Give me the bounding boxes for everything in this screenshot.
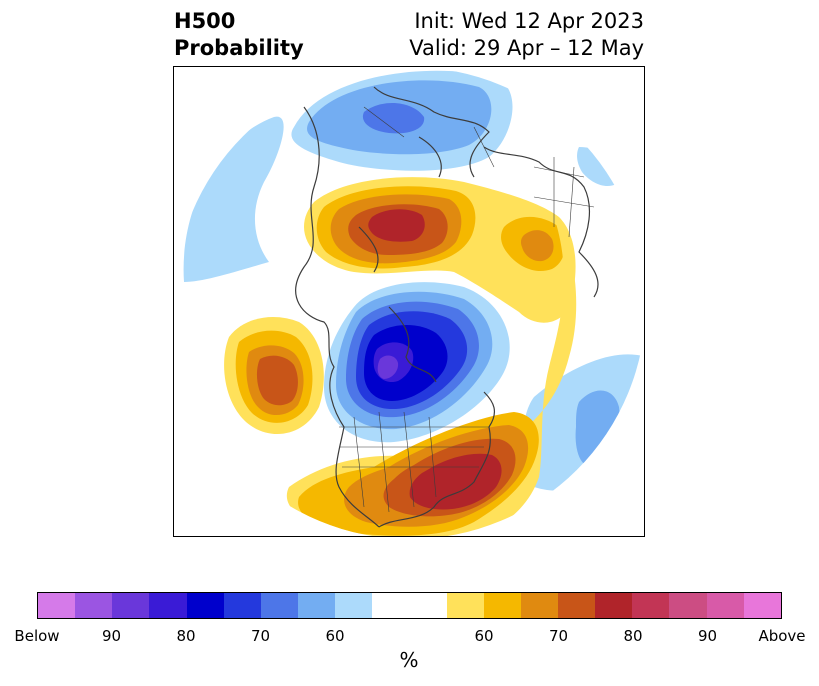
colorbar-label: 80: [623, 627, 643, 645]
chart-title-right: Init: Wed 12 Apr 2023 Valid: 29 Apr – 12…: [409, 8, 644, 62]
colorbar-unit: %: [399, 648, 419, 672]
colorbar-segment: [483, 593, 521, 618]
colorbar-segment: [409, 593, 447, 618]
init-date: Init: Wed 12 Apr 2023: [414, 9, 644, 33]
colorbar-segment: [260, 593, 298, 618]
colorbar-segment: [446, 593, 484, 618]
colorbar-segment: [632, 593, 670, 618]
anomaly-east-60: [577, 147, 624, 187]
anomaly-eus-80: [409, 453, 502, 510]
colorbar-segment: [557, 593, 596, 618]
colorbar-segment: [743, 593, 781, 618]
anomaly-canada-90: [377, 355, 399, 379]
colorbar: [37, 592, 782, 619]
colorbar-segment: [75, 593, 113, 618]
colorbar-segment: [149, 593, 187, 618]
colorbar-label: 70: [250, 627, 271, 645]
colorbar-segment: [297, 593, 336, 618]
colorbar-segment: [372, 593, 410, 618]
colorbar-label: 70: [548, 627, 569, 645]
colorbar-label: 90: [101, 627, 122, 645]
coastlines: [295, 86, 599, 528]
anomaly-siberia-80: [368, 209, 425, 242]
anomaly-russia-70: [520, 230, 554, 262]
colorbar-segment: [706, 593, 744, 618]
map-panel: [173, 66, 645, 537]
colorbar-segment: [520, 593, 558, 618]
anomaly-pacific-west-60: [183, 116, 284, 282]
colorbar-label: Above: [758, 627, 806, 645]
anomaly-arctic-70: [362, 102, 425, 134]
colorbar-label: 60: [474, 627, 494, 645]
colorbar-segment: [38, 593, 76, 618]
polar-map: [183, 70, 644, 536]
colorbar-segment: [223, 593, 261, 618]
colorbar-label: 90: [697, 627, 718, 645]
anomaly-atlantic-65: [575, 390, 620, 468]
colorbar-label: 80: [176, 627, 196, 645]
colorbar-segment: [669, 593, 707, 618]
chart-title-left: H500 Probability: [174, 8, 304, 62]
title-variable: H500: [174, 9, 236, 33]
colorbar-segment: [335, 593, 373, 618]
borders: [339, 106, 595, 513]
colorbar-label: Below: [14, 627, 60, 645]
colorbar-segment: [112, 593, 150, 618]
valid-range: Valid: 29 Apr – 12 May: [409, 36, 644, 60]
colorbar-segment: [186, 593, 224, 618]
colorbar-segment: [595, 593, 633, 618]
colorbar-label: 60: [325, 627, 345, 645]
anomaly-npac-75: [256, 355, 298, 406]
title-type: Probability: [174, 36, 304, 60]
